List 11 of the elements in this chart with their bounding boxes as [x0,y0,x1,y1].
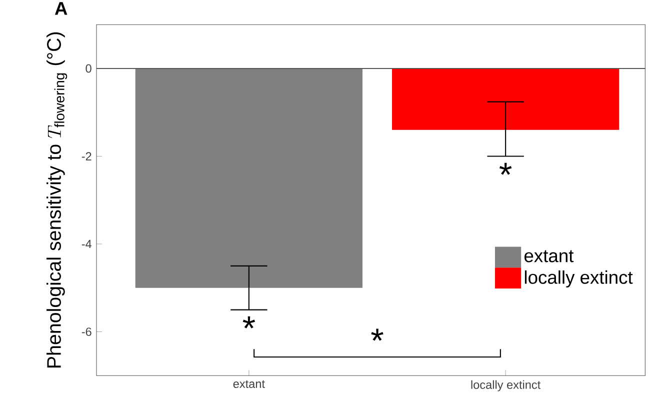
annotation: * [242,316,256,328]
annotation: * [499,162,512,175]
legend-label: extant [524,250,574,262]
y-tick-label: -4 [82,240,92,248]
legend-label: locally extinct [524,270,633,288]
y-tick-label: 0 [86,64,92,73]
y-tick-label: -2 [82,152,92,160]
y-axis-title: $\text{Phenological sensitivity to }T_{\text{flowering}}\text{ (°C)}$ [46,32,68,368]
y-tick-label: -6 [82,328,92,336]
chart-title: A [54,2,68,15]
annotation: * [371,328,384,341]
